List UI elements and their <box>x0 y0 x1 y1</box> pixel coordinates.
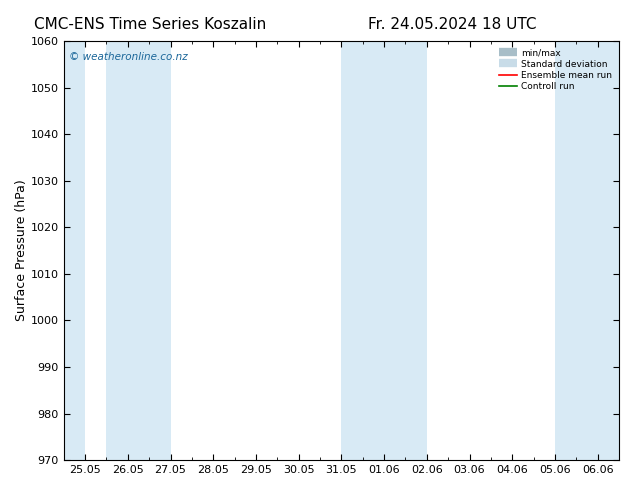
Legend: min/max, Standard deviation, Ensemble mean run, Controll run: min/max, Standard deviation, Ensemble me… <box>496 46 614 94</box>
Bar <box>341 41 427 460</box>
Bar <box>555 41 619 460</box>
Text: CMC-ENS Time Series Koszalin: CMC-ENS Time Series Koszalin <box>34 17 266 32</box>
Y-axis label: Surface Pressure (hPa): Surface Pressure (hPa) <box>15 180 28 321</box>
Bar <box>64 41 85 460</box>
Bar <box>107 41 171 460</box>
Text: Fr. 24.05.2024 18 UTC: Fr. 24.05.2024 18 UTC <box>368 17 536 32</box>
Text: © weatheronline.co.nz: © weatheronline.co.nz <box>69 51 188 62</box>
